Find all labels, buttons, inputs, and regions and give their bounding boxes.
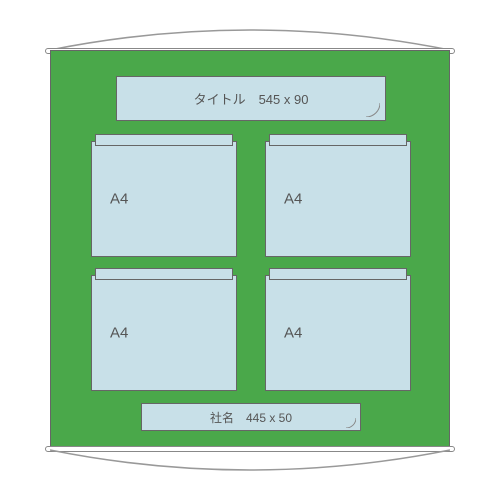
- hanging-cord-bottom: [50, 442, 450, 472]
- cord-bottom-svg: [50, 442, 450, 472]
- pocket-label: A4: [284, 191, 302, 208]
- pocket-a4: A4: [91, 275, 237, 391]
- pocket-a4: A4: [265, 275, 411, 391]
- pocket-flap: [95, 268, 233, 280]
- pocket-a4: A4: [91, 141, 237, 257]
- pocket-a4: A4: [265, 141, 411, 257]
- company-slot: 社名 445 x 50: [141, 403, 361, 431]
- pocket-flap: [269, 134, 407, 146]
- pocket-label: A4: [284, 325, 302, 342]
- title-slot-label: タイトル 545 x 90: [194, 89, 309, 108]
- banner-container: タイトル 545 x 90 A4 A4 A4 A4: [50, 50, 450, 450]
- pocket-flap: [269, 268, 407, 280]
- company-notch-icon: [346, 418, 356, 428]
- title-notch-icon: [366, 103, 380, 117]
- company-slot-label: 社名 445 x 50: [210, 409, 292, 426]
- pocket-flap: [95, 134, 233, 146]
- cord-bottom-path: [50, 450, 450, 470]
- banner-body: タイトル 545 x 90 A4 A4 A4 A4: [50, 50, 450, 450]
- title-slot: タイトル 545 x 90: [116, 76, 386, 121]
- pocket-grid: A4 A4 A4 A4: [91, 141, 411, 391]
- cord-top-path: [50, 30, 450, 50]
- pocket-label: A4: [110, 325, 128, 342]
- pocket-label: A4: [110, 191, 128, 208]
